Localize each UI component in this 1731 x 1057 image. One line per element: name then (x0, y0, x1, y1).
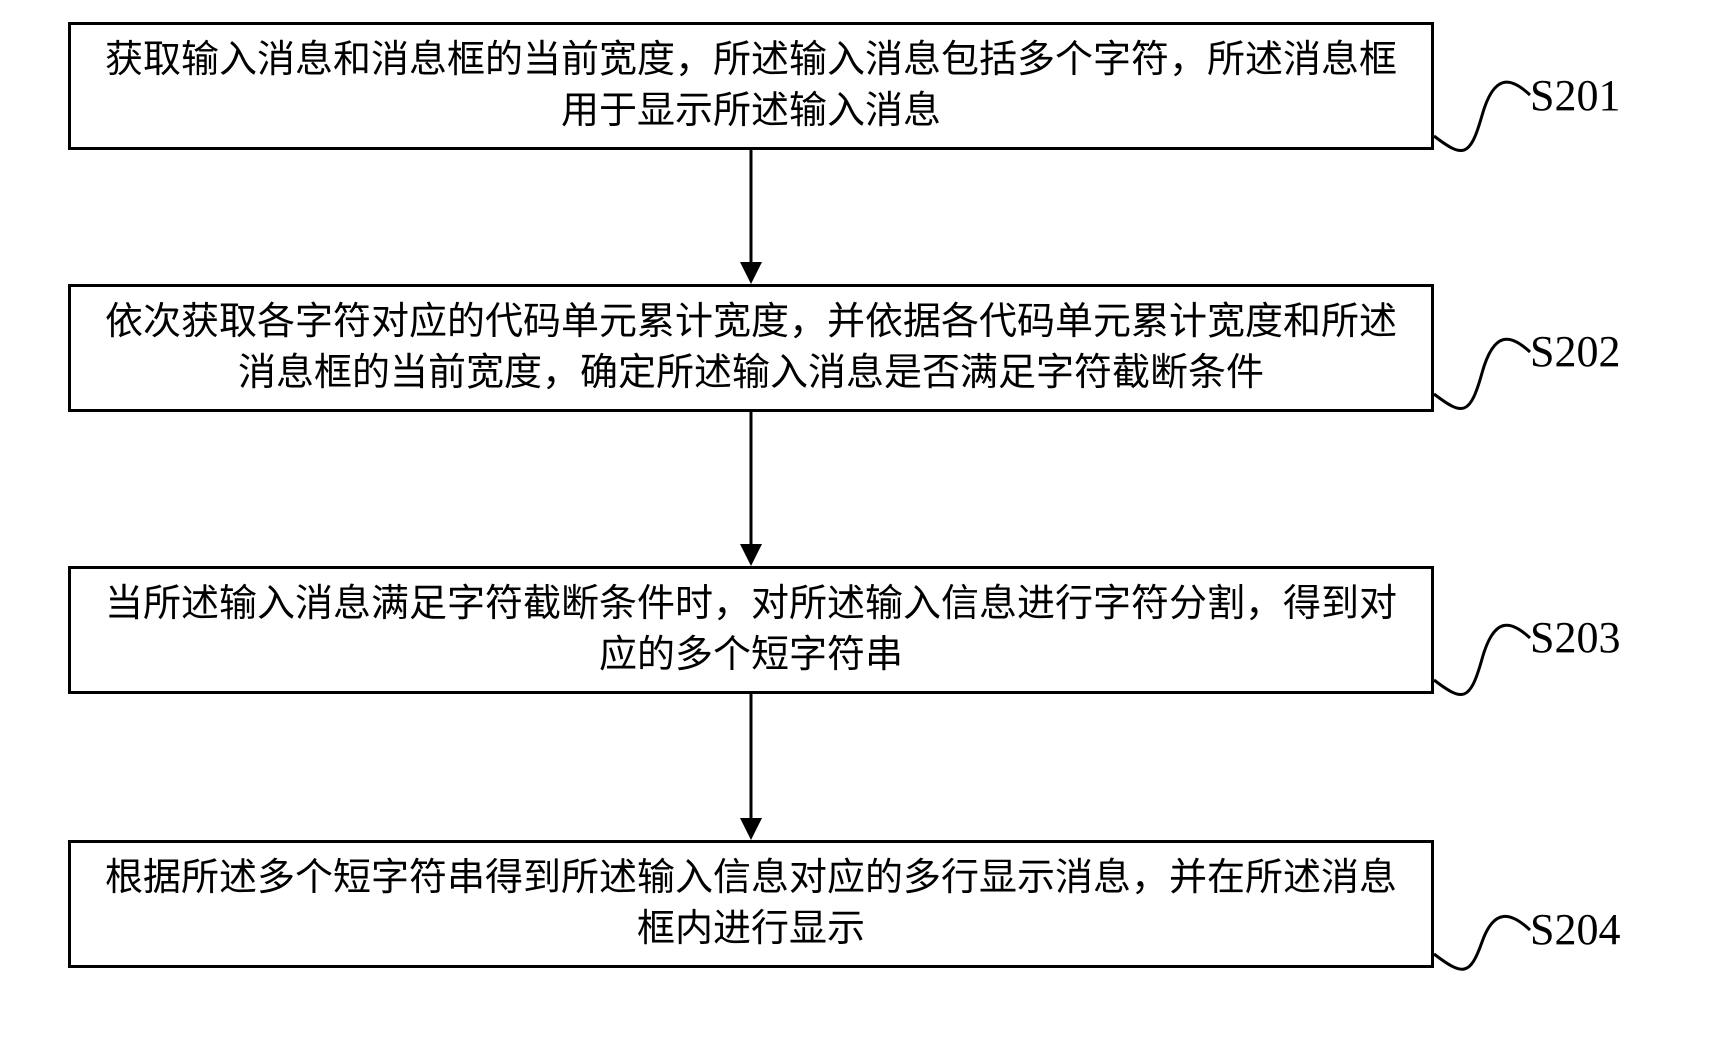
step-label-s202: S202 (1530, 326, 1620, 377)
step-text: 根据所述多个短字符串得到所述输入信息对应的多行显示消息，并在所述消息框内进行显示 (91, 853, 1411, 956)
step-text: 当所述输入消息满足字符截断条件时，对所述输入信息进行字符分割，得到对应的多个短字… (91, 579, 1411, 682)
label-connector-curve (1424, 65, 1540, 176)
step-text: 依次获取各字符对应的代码单元累计宽度，并依据各代码单元累计宽度和所述消息框的当前… (91, 297, 1411, 400)
step-box-s202: 依次获取各字符对应的代码单元累计宽度，并依据各代码单元累计宽度和所述消息框的当前… (68, 284, 1434, 412)
step-box-s203: 当所述输入消息满足字符截断条件时，对所述输入信息进行字符分割，得到对应的多个短字… (68, 566, 1434, 694)
label-connector-curve (1424, 322, 1540, 434)
step-label-s203: S203 (1530, 612, 1620, 663)
step-box-s201: 获取输入消息和消息框的当前宽度，所述输入消息包括多个字符，所述消息框用于显示所述… (68, 22, 1434, 150)
label-connector-curve (1424, 608, 1540, 720)
label-connector-curve (1424, 900, 1540, 994)
step-label-s201: S201 (1530, 70, 1620, 121)
arrow-connector (736, 412, 766, 566)
step-label-s204: S204 (1530, 904, 1620, 955)
step-box-s204: 根据所述多个短字符串得到所述输入信息对应的多行显示消息，并在所述消息框内进行显示 (68, 840, 1434, 968)
step-text: 获取输入消息和消息框的当前宽度，所述输入消息包括多个字符，所述消息框用于显示所述… (91, 35, 1411, 138)
arrow-connector (736, 150, 766, 284)
arrow-connector (736, 694, 766, 840)
